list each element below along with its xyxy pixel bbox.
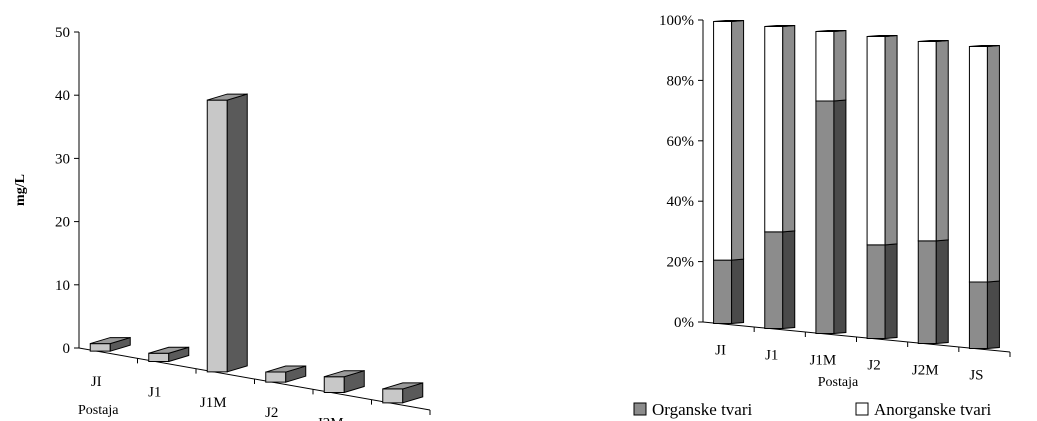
left-bar-J1M-top — [207, 93, 248, 101]
right-x-tick-label: J2M — [912, 363, 939, 379]
legend-item-organske: Organske tvari — [633, 400, 753, 419]
right-bar-J2M-seg1-front — [917, 41, 937, 242]
right-bar-J2M-top — [918, 40, 949, 42]
right-bar-J2-seg0-front — [866, 244, 886, 339]
left-bar-J1M-front — [206, 99, 228, 373]
left-bar-J2M-top — [324, 370, 365, 378]
right-x-tick-label: J1M — [810, 353, 837, 369]
right-bar-JS-seg1-front — [968, 46, 988, 283]
right-x-tick-label: JS — [969, 368, 983, 384]
right-bar-JS-seg1-side — [986, 44, 1000, 283]
right-bar-JS-seg0-side — [986, 280, 1000, 350]
right-bar-J2-seg1-side — [884, 34, 898, 246]
left-x-axis-title: Postaja — [78, 403, 119, 418]
left-bar-group — [89, 93, 424, 404]
right-bar-JS-seg0-front — [968, 281, 988, 349]
right-chart: 0% 20% 40% 60% 80% 100% JI J1 J1M J2 J2M JS Postaj… — [633, 13, 1011, 419]
right-bar-J2M-seg1-side — [935, 39, 949, 242]
right-y-tick-label: 100% — [659, 13, 694, 29]
left-y-tick-label: 50 — [55, 25, 70, 41]
right-y-tick-label: 20% — [667, 255, 695, 271]
right-bar-J2M-seg0-front — [917, 240, 937, 344]
right-bar-JI-seg1-side — [731, 19, 745, 261]
legend-label-anorganske: Anorganske tvari — [874, 400, 992, 419]
left-y-tick-group: 0 10 20 30 40 50 — [55, 25, 79, 357]
right-bar-J1-seg1-front — [764, 26, 784, 233]
right-x-tick-group: JI J1 J1M J2 J2M JS — [715, 327, 1011, 384]
left-y-tick-label: 20 — [55, 215, 70, 231]
left-bar-JS-front — [382, 388, 404, 404]
right-bar-JI-top — [713, 20, 744, 22]
right-bar-JI-seg0-side — [731, 258, 745, 325]
left-y-tick-label: 40 — [55, 88, 70, 104]
right-bar-J1-top — [764, 25, 795, 27]
left-bar-JI-top — [90, 337, 131, 345]
left-y-tick-label: 30 — [55, 151, 70, 167]
left-y-tick-label: 0 — [63, 341, 71, 357]
left-x-tick-label: J1 — [148, 385, 161, 401]
right-bar-J2-seg0-side — [884, 243, 898, 340]
right-x-tick-label: J1 — [765, 348, 778, 364]
legend-swatch-organske — [633, 402, 647, 416]
left-y-axis-title: mg/L — [13, 174, 28, 206]
left-bar-J1M-side — [226, 93, 248, 373]
right-bar-J2-seg1-front — [866, 36, 886, 246]
right-bar-J1-seg1-side — [782, 24, 796, 233]
right-y-tick-label: 40% — [667, 194, 695, 210]
right-y-tick-label: 80% — [667, 73, 695, 89]
right-y-axis: 0% 20% 40% 60% 80% 100% — [659, 13, 704, 331]
right-x-tick-label: JI — [715, 343, 726, 359]
right-bar-J2-top — [867, 35, 898, 37]
right-y-tick-label: 60% — [667, 134, 695, 150]
right-x-tick-label: J2 — [867, 358, 880, 374]
right-x-axis: JI J1 J1M J2 J2M JS — [702, 321, 1011, 384]
right-bar-JI-seg1-front — [713, 21, 733, 261]
right-bar-J1-seg0-side — [782, 230, 796, 330]
legend-swatch-anorganske — [855, 402, 869, 416]
left-bar-J2M-front — [323, 376, 345, 393]
right-bar-group — [713, 19, 1000, 350]
right-bar-J1-seg0-front — [764, 231, 784, 329]
left-x-tick-label: J2M — [317, 416, 344, 421]
right-y-tick-group: 0% 20% 40% 60% 80% 100% — [659, 13, 703, 331]
right-bar-J1M-seg1-side — [833, 29, 847, 102]
left-x-tick-label: J1M — [200, 395, 227, 411]
legend-label-organske: Organske tvari — [652, 400, 753, 419]
right-x-axis-title: Postaja — [818, 375, 859, 390]
right-bar-JI-seg0-front — [713, 259, 733, 324]
left-bar-JS-top — [382, 382, 423, 390]
right-bar-J1M-seg1-front — [815, 31, 835, 102]
left-bar-J1-top — [148, 346, 189, 354]
left-y-tick-label: 10 — [55, 278, 70, 294]
left-x-tick-label: J2 — [265, 405, 278, 421]
legend: Organske tvari Anorganske tvari — [633, 400, 992, 419]
right-bar-JS-top — [969, 45, 1000, 47]
right-bar-J1M-seg0-front — [815, 100, 835, 334]
right-bar-J2M-seg0-side — [935, 239, 949, 345]
left-bar-J2-top — [265, 365, 306, 373]
right-bar-J1M-top — [815, 30, 846, 32]
right-bar-J1M-seg0-side — [833, 99, 847, 335]
right-y-tick-label: 0% — [674, 315, 694, 331]
left-x-tick-label: JI — [91, 374, 102, 390]
left-y-axis: 0 10 20 30 40 50 — [55, 25, 80, 357]
left-bar-J1-front — [148, 352, 170, 362]
legend-item-anorganske: Anorganske tvari — [855, 400, 992, 419]
left-bar-J2-front — [265, 371, 287, 383]
left-bar-JI-front — [89, 343, 111, 352]
